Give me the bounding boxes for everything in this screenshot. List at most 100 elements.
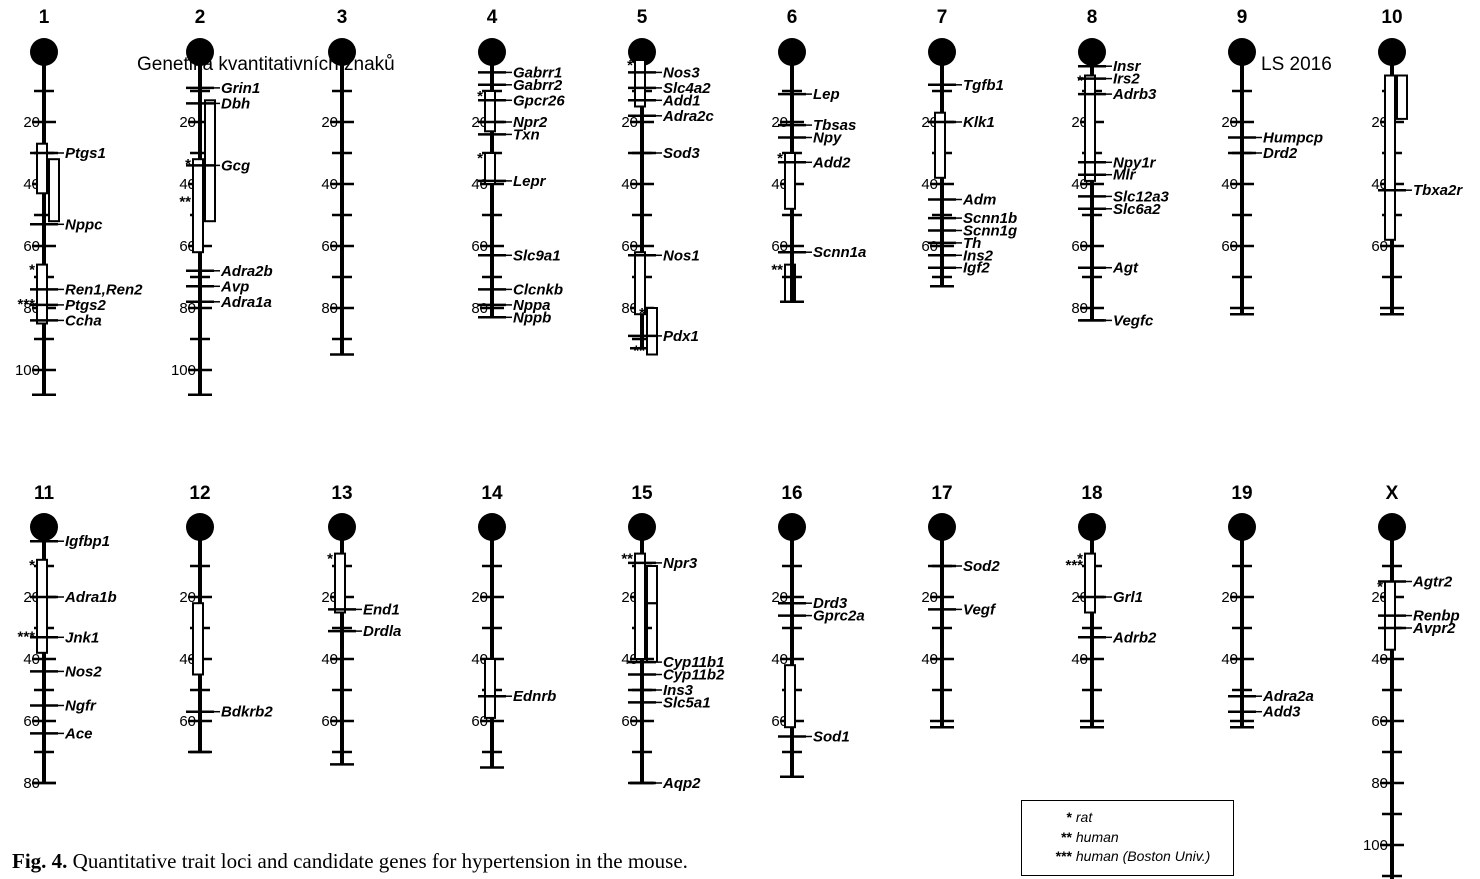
qtl-interval (1396, 74, 1408, 120)
candidate-gene-label: Txn (513, 126, 540, 143)
legend-row-human-boston: *** human (Boston Univ.) (1032, 847, 1233, 867)
candidate-gene-label: Aqp2 (662, 775, 701, 792)
candidate-gene-label: Ccha (65, 312, 102, 329)
qtl-interval (646, 307, 658, 356)
qtl-interval (1384, 74, 1396, 241)
candidate-gene-label: Add2 (812, 154, 851, 171)
centromere-dot (1378, 38, 1406, 66)
candidate-gene-label: Adrb2 (1112, 629, 1157, 646)
candidate-gene-label: Adra2b (220, 263, 273, 280)
candidate-gene-label: Grin1 (221, 80, 260, 97)
candidate-gene-label: Scnn1b (963, 210, 1017, 227)
centromere-dot (1228, 38, 1256, 66)
chromosome-10: 10 20 40 60 Tbxa2r (1371, 7, 1463, 316)
qtl-interval (36, 558, 48, 654)
qtl-species-marker: * (777, 150, 783, 167)
qtl-interval (1084, 552, 1096, 614)
scale-label: 20 (1221, 589, 1238, 606)
centromere-dot (1228, 513, 1256, 541)
scale-label: 20 (471, 589, 488, 606)
legend-marker: *** (1055, 848, 1072, 864)
qtl-species-marker: * (29, 557, 35, 574)
candidate-gene-label: Npr2 (513, 114, 548, 131)
scale-label: 40 (1071, 651, 1088, 668)
qtl-interval (192, 602, 204, 676)
centromere-dot (478, 513, 506, 541)
candidate-gene-label: Adra2a (1262, 688, 1314, 705)
qtl-interval (484, 152, 496, 185)
candidate-gene-label: Klk1 (963, 114, 995, 131)
chromosome-number-label: 3 (337, 7, 348, 28)
chromosome-14: 14 20 40 60 Ednrb (471, 483, 556, 769)
candidate-gene-label: Sod2 (963, 558, 1000, 575)
candidate-gene-label: Ptgs1 (65, 145, 106, 162)
legend-row-human: ** human (1032, 828, 1233, 848)
candidate-gene-label: Adm (962, 192, 996, 209)
qtl-interval (36, 263, 48, 325)
qtl-species-marker: ** (633, 342, 645, 359)
scale-label: 100 (1363, 837, 1388, 854)
scale-label: 60 (471, 713, 488, 730)
candidate-gene-label: Renbp (1413, 608, 1460, 625)
scale-label: 60 (321, 238, 338, 255)
figure-caption: Fig. 4. Quantitative trait loci and cand… (12, 849, 688, 874)
qtl-interval (784, 664, 796, 729)
candidate-gene-label: Slc9a1 (513, 247, 561, 264)
qtl-species-marker: ** (771, 262, 783, 279)
scale-label: 40 (621, 651, 638, 668)
candidate-gene-label: Add1 (662, 92, 701, 109)
scale-label: 40 (179, 651, 196, 668)
qtl-interval (1084, 74, 1096, 182)
chromosome-number-label: 17 (931, 483, 952, 504)
candidate-gene-label: Ace (64, 725, 93, 742)
candidate-gene-label: Nppc (65, 216, 103, 233)
scale-label: 40 (621, 176, 638, 193)
candidate-gene-label: Adra2c (662, 108, 715, 125)
qtl-species-marker: *** (17, 628, 35, 645)
chromosome-number-label: X (1386, 483, 1399, 504)
scale-label: 60 (23, 713, 40, 730)
qtl-species-marker: * (639, 305, 645, 322)
candidate-gene-label: Tbxa2r (1413, 182, 1463, 199)
chromosome-number-label: 16 (781, 483, 802, 504)
candidate-gene-label: Humpcp (1263, 130, 1323, 147)
qtl-species-marker: * (477, 150, 483, 167)
qtl-interval (646, 602, 658, 663)
candidate-gene-label: Slc12a3 (1113, 188, 1170, 205)
chromosome-number-label: 9 (1237, 7, 1248, 28)
legend-row-rat: * rat (1032, 808, 1233, 828)
scale-label: 40 (23, 176, 40, 193)
qtl-species-marker: * (29, 262, 35, 279)
scale-label: 40 (321, 651, 338, 668)
candidate-gene-label: Vegf (963, 601, 997, 618)
chromosome-number-label: 19 (1231, 483, 1252, 504)
legend-label: human (Boston Univ.) (1075, 848, 1211, 864)
centromere-dot (186, 38, 214, 66)
candidate-gene-label: Cyp11b1 (663, 654, 724, 671)
scale-label: 60 (1071, 238, 1088, 255)
scale-label: 40 (1071, 176, 1088, 193)
scale-label: 20 (621, 589, 638, 606)
scale-label: 20 (179, 589, 196, 606)
centromere-dot (928, 513, 956, 541)
chromosome-number-label: 18 (1081, 483, 1102, 504)
qtl-species-marker: * (627, 57, 633, 74)
chromosome-number-label: 14 (481, 483, 503, 504)
qtl-interval (934, 111, 946, 179)
candidate-gene-label: Scnn1g (963, 223, 1017, 240)
scale-label: 60 (1371, 238, 1388, 255)
scale-label: 40 (771, 651, 788, 668)
scale-label: 60 (921, 238, 938, 255)
candidate-gene-label: Grl1 (1113, 589, 1143, 606)
scale-label: 60 (179, 713, 196, 730)
candidate-gene-label: Vegfc (1113, 312, 1154, 329)
scale-label: 40 (1371, 176, 1388, 193)
scale-label: 60 (471, 238, 488, 255)
chromosome-number-label: 6 (787, 7, 798, 28)
qtl-species-marker: * (477, 88, 483, 105)
